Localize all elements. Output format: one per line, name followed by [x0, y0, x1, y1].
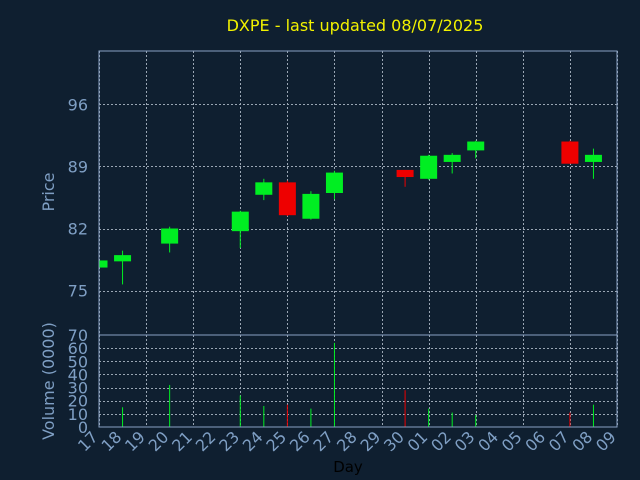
- candle-body: [302, 193, 320, 219]
- candle-body: [114, 255, 132, 262]
- price-panel-frame: [98, 50, 618, 336]
- candle-body: [467, 141, 485, 151]
- candle-body: [231, 211, 249, 232]
- volume-tick-label: 50: [68, 352, 88, 371]
- volume-axis-label: Volume (0000): [39, 322, 58, 440]
- x-tick-label: 09: [592, 427, 620, 455]
- candle-body: [325, 172, 343, 193]
- volume-panel-frame: [98, 334, 618, 428]
- volume-tick-label: 20: [68, 392, 88, 411]
- candle-body: [420, 155, 438, 179]
- candle-body: [396, 169, 414, 178]
- price-tick-label: 82: [68, 220, 88, 239]
- x-axis-label: Day: [333, 458, 363, 476]
- volume-tick-label: 30: [68, 379, 88, 398]
- volume-tick-label: 40: [68, 365, 88, 384]
- candle-body: [99, 260, 108, 268]
- price-tick-label: 96: [68, 95, 88, 114]
- candle-body: [278, 182, 296, 216]
- chart-title: DXPE - last updated 08/07/2025: [227, 16, 484, 35]
- volume-tick-label: 10: [68, 405, 88, 424]
- price-tick-label: 89: [68, 157, 88, 176]
- candle-body: [584, 154, 602, 162]
- price-tick-label: 70: [68, 326, 88, 345]
- price-tick-label: 75: [68, 282, 88, 301]
- candle-series: [98, 140, 602, 285]
- candle-body: [561, 141, 579, 164]
- candle-body: [255, 182, 273, 195]
- candle-body: [443, 154, 461, 162]
- price-axis-label: Price: [39, 172, 58, 211]
- volume-tick-label: 0: [78, 418, 88, 437]
- volume-tick-label: 60: [68, 339, 88, 358]
- candle-body: [161, 228, 179, 244]
